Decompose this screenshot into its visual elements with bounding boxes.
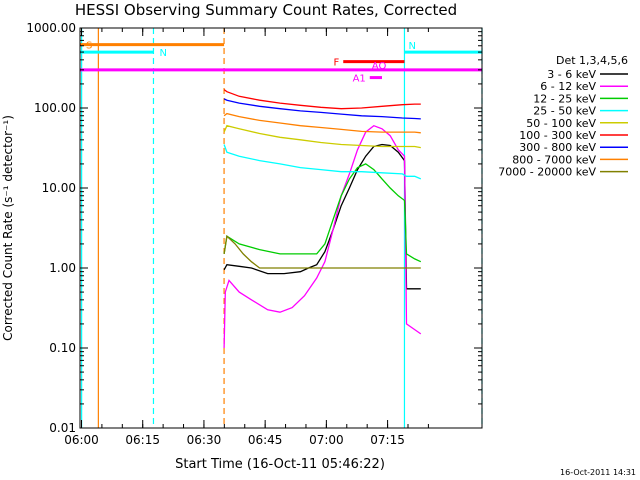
legend-label-2: 12 - 25 keV (533, 92, 596, 105)
series-line-1 (223, 124, 422, 349)
legend-label-7: 800 - 7000 keV (512, 153, 596, 166)
x-axis-label: Start Time (16-Oct-11 05:46:22) (175, 457, 385, 472)
series-line-2 (223, 163, 422, 263)
flag-label-5: A1 (353, 74, 366, 85)
flag-label-1: N (159, 48, 166, 59)
flag-label-0: S (86, 41, 92, 52)
y-axis-ticks: 0.01 0.10 1.00 10.00 100.00 1000.00 (26, 21, 482, 435)
x-tick-label-3: 06:45 (248, 433, 283, 447)
x-tick-label-5: 07:15 (370, 433, 405, 447)
x-tick-label-1: 06:15 (125, 433, 160, 447)
series-line-3 (223, 144, 422, 180)
chart-title: HESSI Observing Summary Count Rates, Cor… (75, 1, 457, 19)
legend-label-8: 7000 - 20000 keV (498, 166, 596, 179)
series-line-4 (223, 124, 421, 149)
x-axis-ticks: 06:00 06:15 06:30 06:45 07:00 07:15 (64, 28, 429, 447)
y-tick-label-0: 0.01 (49, 421, 76, 435)
legend-label-4: 50 - 100 keV (526, 117, 596, 130)
series-line-6 (223, 98, 421, 120)
series-line-5 (223, 89, 421, 110)
y-tick-label-2: 1.00 (49, 261, 76, 275)
y-tick-label-3: 10.00 (42, 181, 76, 195)
y-tick-label-5: 1000.00 (26, 21, 76, 35)
legend-label-1: 6 - 12 keV (540, 80, 596, 93)
flag-label-3: F (333, 58, 339, 69)
series-lines (223, 89, 422, 349)
legend-label-3: 25 - 50 keV (533, 105, 596, 118)
observing-flags: S N N F AQ A1 (80, 41, 482, 85)
y-tick-label-4: 100.00 (34, 101, 76, 115)
timestamp: 16-Oct-2011 14:31 (560, 468, 636, 477)
y-axis-label: Corrected Count Rate (s⁻¹ detector⁻¹) (1, 115, 15, 341)
legend-label-0: 3 - 6 keV (547, 68, 596, 81)
plot-frame (79, 27, 483, 429)
x-tick-label-0: 06:00 (64, 433, 99, 447)
series-line-8 (223, 234, 421, 269)
x-tick-label-2: 06:30 (187, 433, 222, 447)
series-line-7 (223, 112, 421, 134)
legend-label-6: 300 - 800 keV (519, 141, 596, 154)
legend-label-5: 100 - 300 keV (519, 129, 596, 142)
legend-title: Det 1,3,4,5,6 (556, 54, 628, 67)
series-line-0 (223, 143, 421, 290)
flag-label-2: N (408, 41, 415, 52)
y-tick-label-1: 0.10 (49, 341, 76, 355)
x-tick-label-4: 07:00 (309, 433, 344, 447)
flag-label-4: AQ (372, 61, 387, 72)
